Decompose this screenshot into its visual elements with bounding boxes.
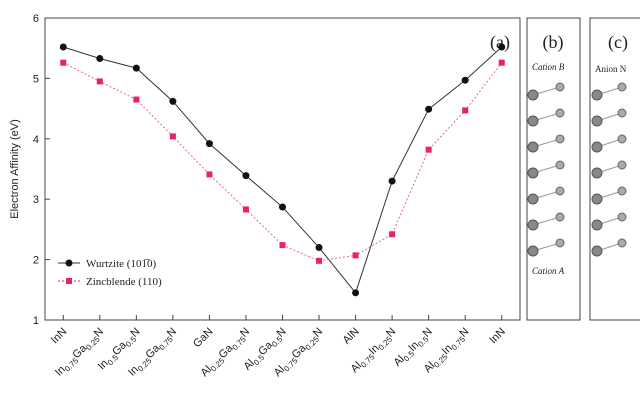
marker bbox=[425, 106, 432, 113]
atom bbox=[592, 90, 602, 100]
panel-c: (c) Anion N bbox=[590, 18, 640, 320]
marker bbox=[97, 78, 103, 84]
y-tick-label: 4 bbox=[33, 134, 39, 146]
panel-label: (b) bbox=[543, 32, 564, 53]
marker bbox=[60, 60, 66, 66]
atom bbox=[592, 116, 602, 126]
marker bbox=[206, 140, 213, 147]
panel-label: (c) bbox=[608, 32, 628, 53]
marker bbox=[169, 98, 176, 105]
marker bbox=[498, 43, 505, 50]
panel-b: (b) Cation B Cation A bbox=[527, 18, 580, 320]
x-tick-label: InN bbox=[487, 326, 508, 347]
atom bbox=[556, 109, 564, 117]
marker bbox=[389, 178, 396, 185]
atom bbox=[592, 246, 602, 256]
marker bbox=[206, 171, 212, 177]
marker bbox=[96, 55, 103, 62]
atom bbox=[592, 168, 602, 178]
atom bbox=[592, 220, 602, 230]
marker bbox=[170, 133, 176, 139]
marker bbox=[352, 289, 359, 296]
marker bbox=[353, 252, 359, 258]
legend-marker bbox=[66, 260, 73, 267]
marker bbox=[280, 242, 286, 248]
atom bbox=[556, 239, 564, 247]
marker bbox=[462, 77, 469, 84]
atom bbox=[618, 135, 626, 143]
marker bbox=[426, 147, 432, 153]
series-line bbox=[63, 63, 501, 261]
series-line bbox=[63, 47, 501, 293]
atom bbox=[556, 187, 564, 195]
figure: (a) Electron Affinity (eV) (b) Cation B … bbox=[0, 0, 640, 397]
atom-label: Cation A bbox=[532, 266, 565, 276]
atom bbox=[592, 194, 602, 204]
atom-label: Cation B bbox=[532, 62, 565, 72]
y-tick-label: 1 bbox=[33, 315, 39, 327]
marker bbox=[279, 204, 286, 211]
y-tick-label: 2 bbox=[33, 255, 39, 267]
atom bbox=[618, 161, 626, 169]
marker bbox=[389, 231, 395, 237]
y-tick-label: 5 bbox=[33, 73, 39, 85]
atom bbox=[592, 142, 602, 152]
x-tick-label: GaN bbox=[191, 326, 216, 351]
marker bbox=[316, 258, 322, 264]
atom bbox=[618, 109, 626, 117]
atom bbox=[618, 187, 626, 195]
legend-label: Wurtzite (101̅0) bbox=[86, 258, 156, 270]
x-tick-label: InN bbox=[49, 326, 70, 347]
atom bbox=[528, 116, 538, 126]
atom bbox=[556, 213, 564, 221]
atom-label: Anion N bbox=[595, 64, 627, 74]
marker bbox=[242, 172, 249, 179]
marker bbox=[243, 206, 249, 212]
atom bbox=[618, 239, 626, 247]
marker bbox=[316, 244, 323, 251]
legend-marker bbox=[66, 278, 72, 284]
y-tick-label: 6 bbox=[33, 13, 39, 25]
legend-label: Zincblende (110) bbox=[86, 276, 162, 288]
atom bbox=[528, 220, 538, 230]
atom bbox=[528, 246, 538, 256]
atom bbox=[618, 213, 626, 221]
y-axis-label: Electron Affinity (eV) bbox=[9, 119, 21, 218]
marker bbox=[462, 107, 468, 113]
atom bbox=[556, 83, 564, 91]
marker bbox=[499, 60, 505, 66]
atom bbox=[556, 161, 564, 169]
atom bbox=[618, 83, 626, 91]
atom bbox=[528, 90, 538, 100]
x-tick-label: AlN bbox=[341, 326, 362, 347]
marker bbox=[60, 43, 67, 50]
marker bbox=[133, 97, 139, 103]
atom bbox=[528, 168, 538, 178]
marker bbox=[133, 65, 140, 72]
atom bbox=[528, 194, 538, 204]
atom bbox=[556, 135, 564, 143]
atom bbox=[528, 142, 538, 152]
y-tick-label: 3 bbox=[33, 194, 39, 206]
